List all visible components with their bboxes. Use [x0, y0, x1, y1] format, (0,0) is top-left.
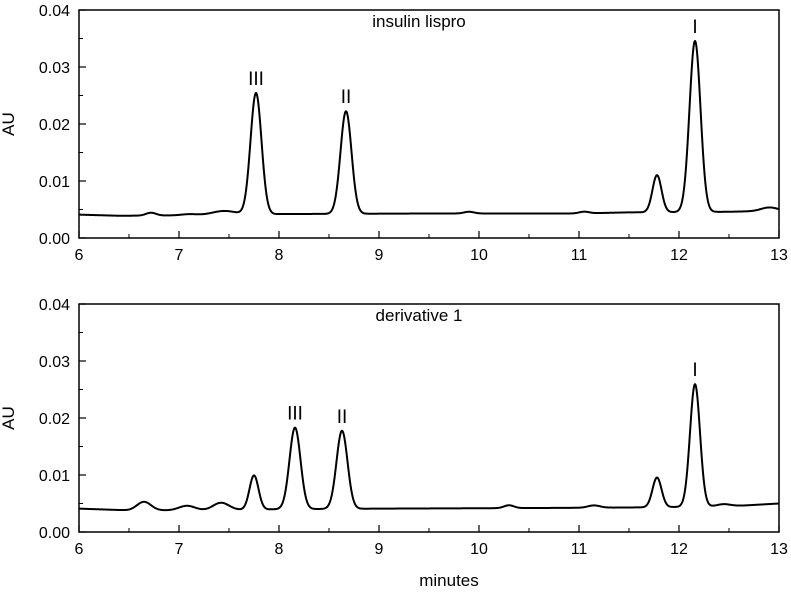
y-tick-label: 0.01	[39, 468, 70, 485]
y-tick-label: 0.04	[39, 297, 70, 314]
panel-title: insulin lispro	[372, 12, 466, 31]
x-tick-label: 9	[375, 247, 384, 264]
peak-label-I: I	[692, 17, 697, 38]
x-tick-label: 11	[571, 247, 588, 264]
y-tick-label: 0.01	[39, 174, 70, 191]
x-tick-label: 11	[571, 541, 588, 558]
peak-label-III: III	[248, 69, 264, 90]
x-axis-label: minutes	[419, 571, 479, 590]
x-tick-label: 10	[470, 541, 488, 558]
chromatogram-trace-2	[78, 383, 780, 512]
x-tick-label: 13	[770, 541, 788, 558]
chromatogram-trace-1	[78, 39, 780, 217]
y-tick-label: 0.02	[39, 117, 70, 134]
plot-frame-1	[78, 9, 780, 239]
y-tick-label: 0.02	[39, 411, 70, 428]
x-tick-label: 6	[75, 541, 84, 558]
panel-title: derivative 1	[376, 306, 463, 325]
peak-label-II: II	[341, 87, 352, 108]
x-tick-label: 7	[175, 541, 184, 558]
x-tick-label: 7	[175, 247, 184, 264]
peak-label-II: II	[337, 407, 348, 428]
x-tick-label: 13	[770, 247, 788, 264]
x-tick-label: 6	[75, 247, 84, 264]
x-tick-label: 8	[275, 541, 284, 558]
y-tick-label: 0.04	[39, 3, 70, 20]
x-tick-label: 8	[275, 247, 284, 264]
x-tick-label: 12	[670, 247, 688, 264]
y-axis-label: AU	[0, 112, 18, 136]
peak-label-I: I	[692, 360, 697, 381]
x-tick-label: 10	[470, 247, 488, 264]
y-axis-label: AU	[0, 406, 18, 430]
plot-frame-2	[78, 303, 780, 533]
peak-label-III: III	[287, 404, 303, 425]
y-tick-label: 0.00	[39, 231, 70, 248]
y-tick-label: 0.03	[39, 60, 70, 77]
y-tick-label: 0.03	[39, 354, 70, 371]
x-tick-label: 9	[375, 541, 384, 558]
x-tick-label: 12	[670, 541, 688, 558]
y-tick-label: 0.00	[39, 525, 70, 542]
